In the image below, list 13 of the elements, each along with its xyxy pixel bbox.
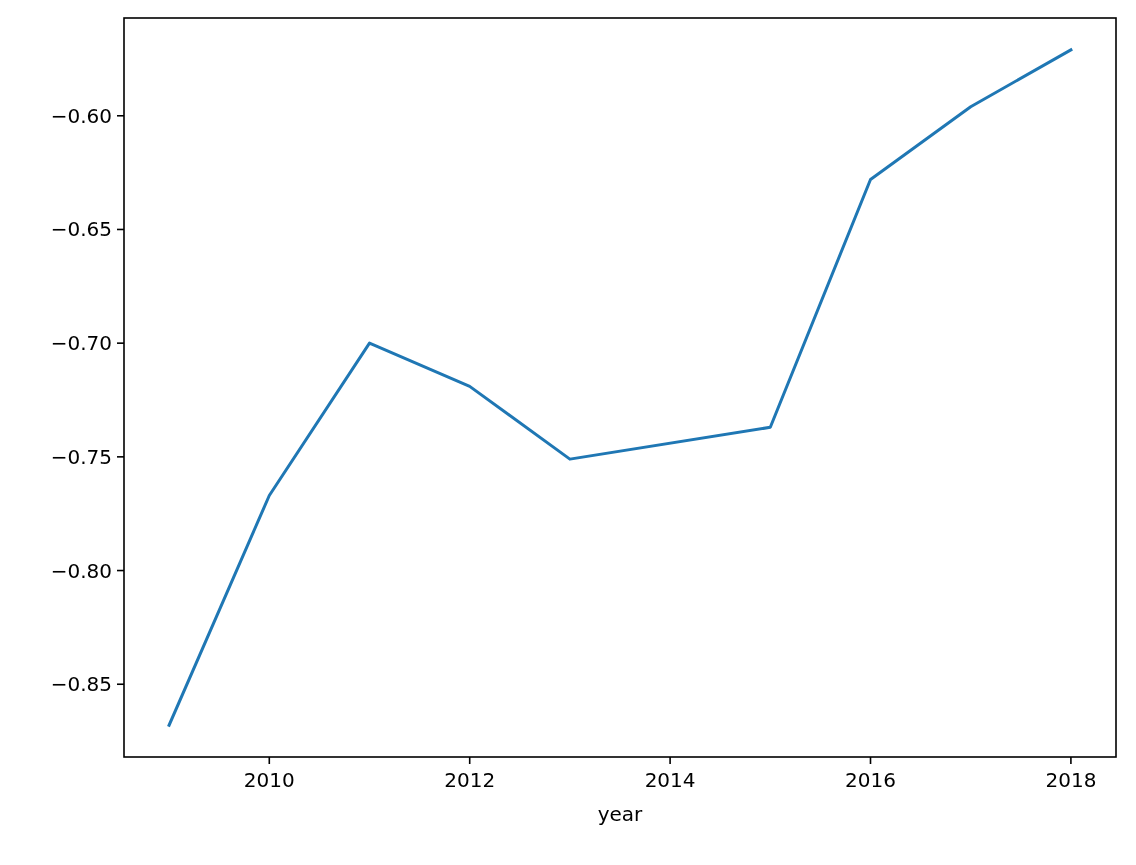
- y-tick-label: −0.60: [50, 103, 112, 128]
- y-tick-label: −0.75: [50, 444, 112, 469]
- x-tick-label: 2010: [243, 768, 295, 792]
- line-series: [167, 48, 1073, 727]
- y-tick-label: −0.70: [50, 331, 112, 356]
- y-tick-label: −0.85: [50, 672, 112, 697]
- y-tick-label: −0.65: [50, 217, 112, 242]
- x-tick-label: 2012: [444, 768, 496, 792]
- x-tick-label: 2014: [644, 768, 696, 792]
- x-axis-title: year: [597, 802, 644, 826]
- x-tick-label: 2016: [845, 768, 896, 792]
- x-tick-label: 2018: [1045, 768, 1097, 792]
- y-tick-label: −0.80: [50, 558, 112, 583]
